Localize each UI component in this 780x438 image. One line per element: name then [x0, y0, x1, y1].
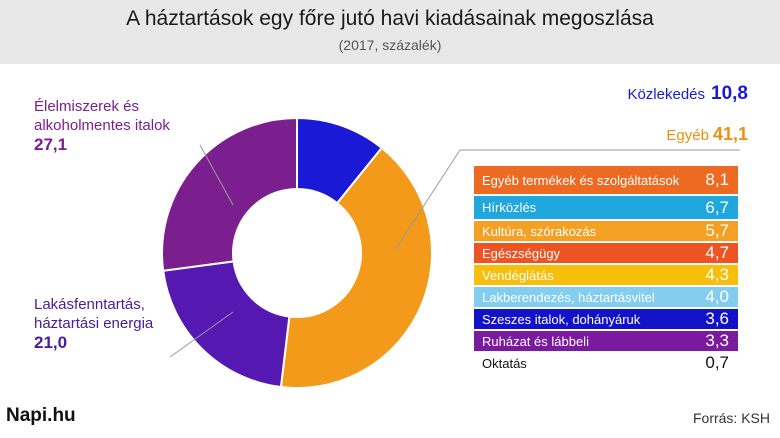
label-other-name: Egyéb — [666, 127, 709, 144]
label-transport: Közlekedés 10,8 — [627, 84, 748, 104]
breakdown-label: Egészségügy — [482, 245, 561, 261]
chart-title: A háztartások egy főre jutó havi kiadása… — [126, 7, 654, 30]
leader-food — [199, 144, 234, 206]
breakdown-label: Vendéglátás — [482, 267, 554, 283]
breakdown-value: 0,7 — [705, 353, 729, 372]
slice-other — [279, 146, 433, 389]
label-other-value: 41,1 — [712, 124, 748, 144]
label-housing-name: Lakásfenntartás, háztartási energia — [34, 296, 154, 332]
breakdown-value: 5,7 — [705, 221, 729, 240]
label-food-name: Élelmiszerek és alkoholmentes italok — [34, 98, 170, 134]
breakdown-row: Kultúra, szórakozás 5,7 — [474, 221, 738, 241]
label-other: Egyéb 41,1 — [666, 125, 748, 145]
label-food: Élelmiszerek és alkoholmentes italok 27,… — [34, 97, 194, 154]
breakdown-value: 4,3 — [705, 265, 729, 284]
breakdown-value: 4,0 — [705, 287, 729, 306]
breakdown-row: Szeszes italok, dohányáruk 3,6 — [474, 309, 738, 329]
breakdown-row: Vendéglátás 4,3 — [474, 265, 738, 285]
label-housing-value: 21,0 — [34, 333, 68, 352]
breakdown-label: Oktatás — [482, 355, 527, 371]
breakdown-value: 8,1 — [705, 170, 729, 189]
chart-subtitle: (2017, százalék) — [338, 37, 442, 53]
breakdown-value: 3,6 — [705, 309, 729, 328]
breakdown-row: Oktatás 0,7 — [474, 353, 738, 373]
breakdown-row: Hírközlés 6,7 — [474, 196, 738, 219]
label-transport-name: Közlekedés — [627, 86, 706, 103]
breakdown-row: Lakberendezés, háztartásvitel 4,0 — [474, 287, 738, 307]
leader-other — [394, 149, 740, 251]
breakdown-value: 6,7 — [705, 197, 729, 217]
breakdown-value: 4,7 — [705, 243, 729, 262]
breakdown-label: Ruházat és lábbeli — [482, 333, 589, 349]
source-note: Forrás: KSH — [692, 410, 770, 426]
label-transport-value: 10,8 — [711, 83, 748, 104]
label-food-value: 27,1 — [34, 135, 68, 154]
breakdown-label: Hírközlés — [482, 200, 537, 215]
leader-housing — [169, 311, 234, 358]
breakdown-row: Egészségügy 4,7 — [474, 243, 738, 263]
slice-housing — [162, 260, 291, 389]
breakdown-label: Egyéb termékek és szolgáltatások — [482, 172, 680, 188]
breakdown-label: Szeszes italok, dohányáruk — [482, 311, 641, 327]
header-band: A háztartások egy főre jutó havi kiadása… — [0, 0, 780, 64]
other-breakdown-table: Egyéb termékek és szolgáltatások 8,1 Hírkö… — [474, 166, 738, 375]
publisher-logo: Napi.hu — [6, 405, 76, 426]
slice-food — [161, 116, 298, 272]
breakdown-row: Ruházat és lábbeli 3,3 — [474, 331, 738, 351]
breakdown-value: 3,3 — [705, 331, 729, 350]
breakdown-label: Lakberendezés, háztartásvitel — [482, 289, 655, 305]
label-housing: Lakásfenntartás, háztartási energia 21,0 — [34, 295, 184, 352]
breakdown-row: Egyéb termékek és szolgáltatások 8,1 — [474, 166, 738, 194]
breakdown-label: Kultúra, szórakozás — [482, 223, 597, 239]
